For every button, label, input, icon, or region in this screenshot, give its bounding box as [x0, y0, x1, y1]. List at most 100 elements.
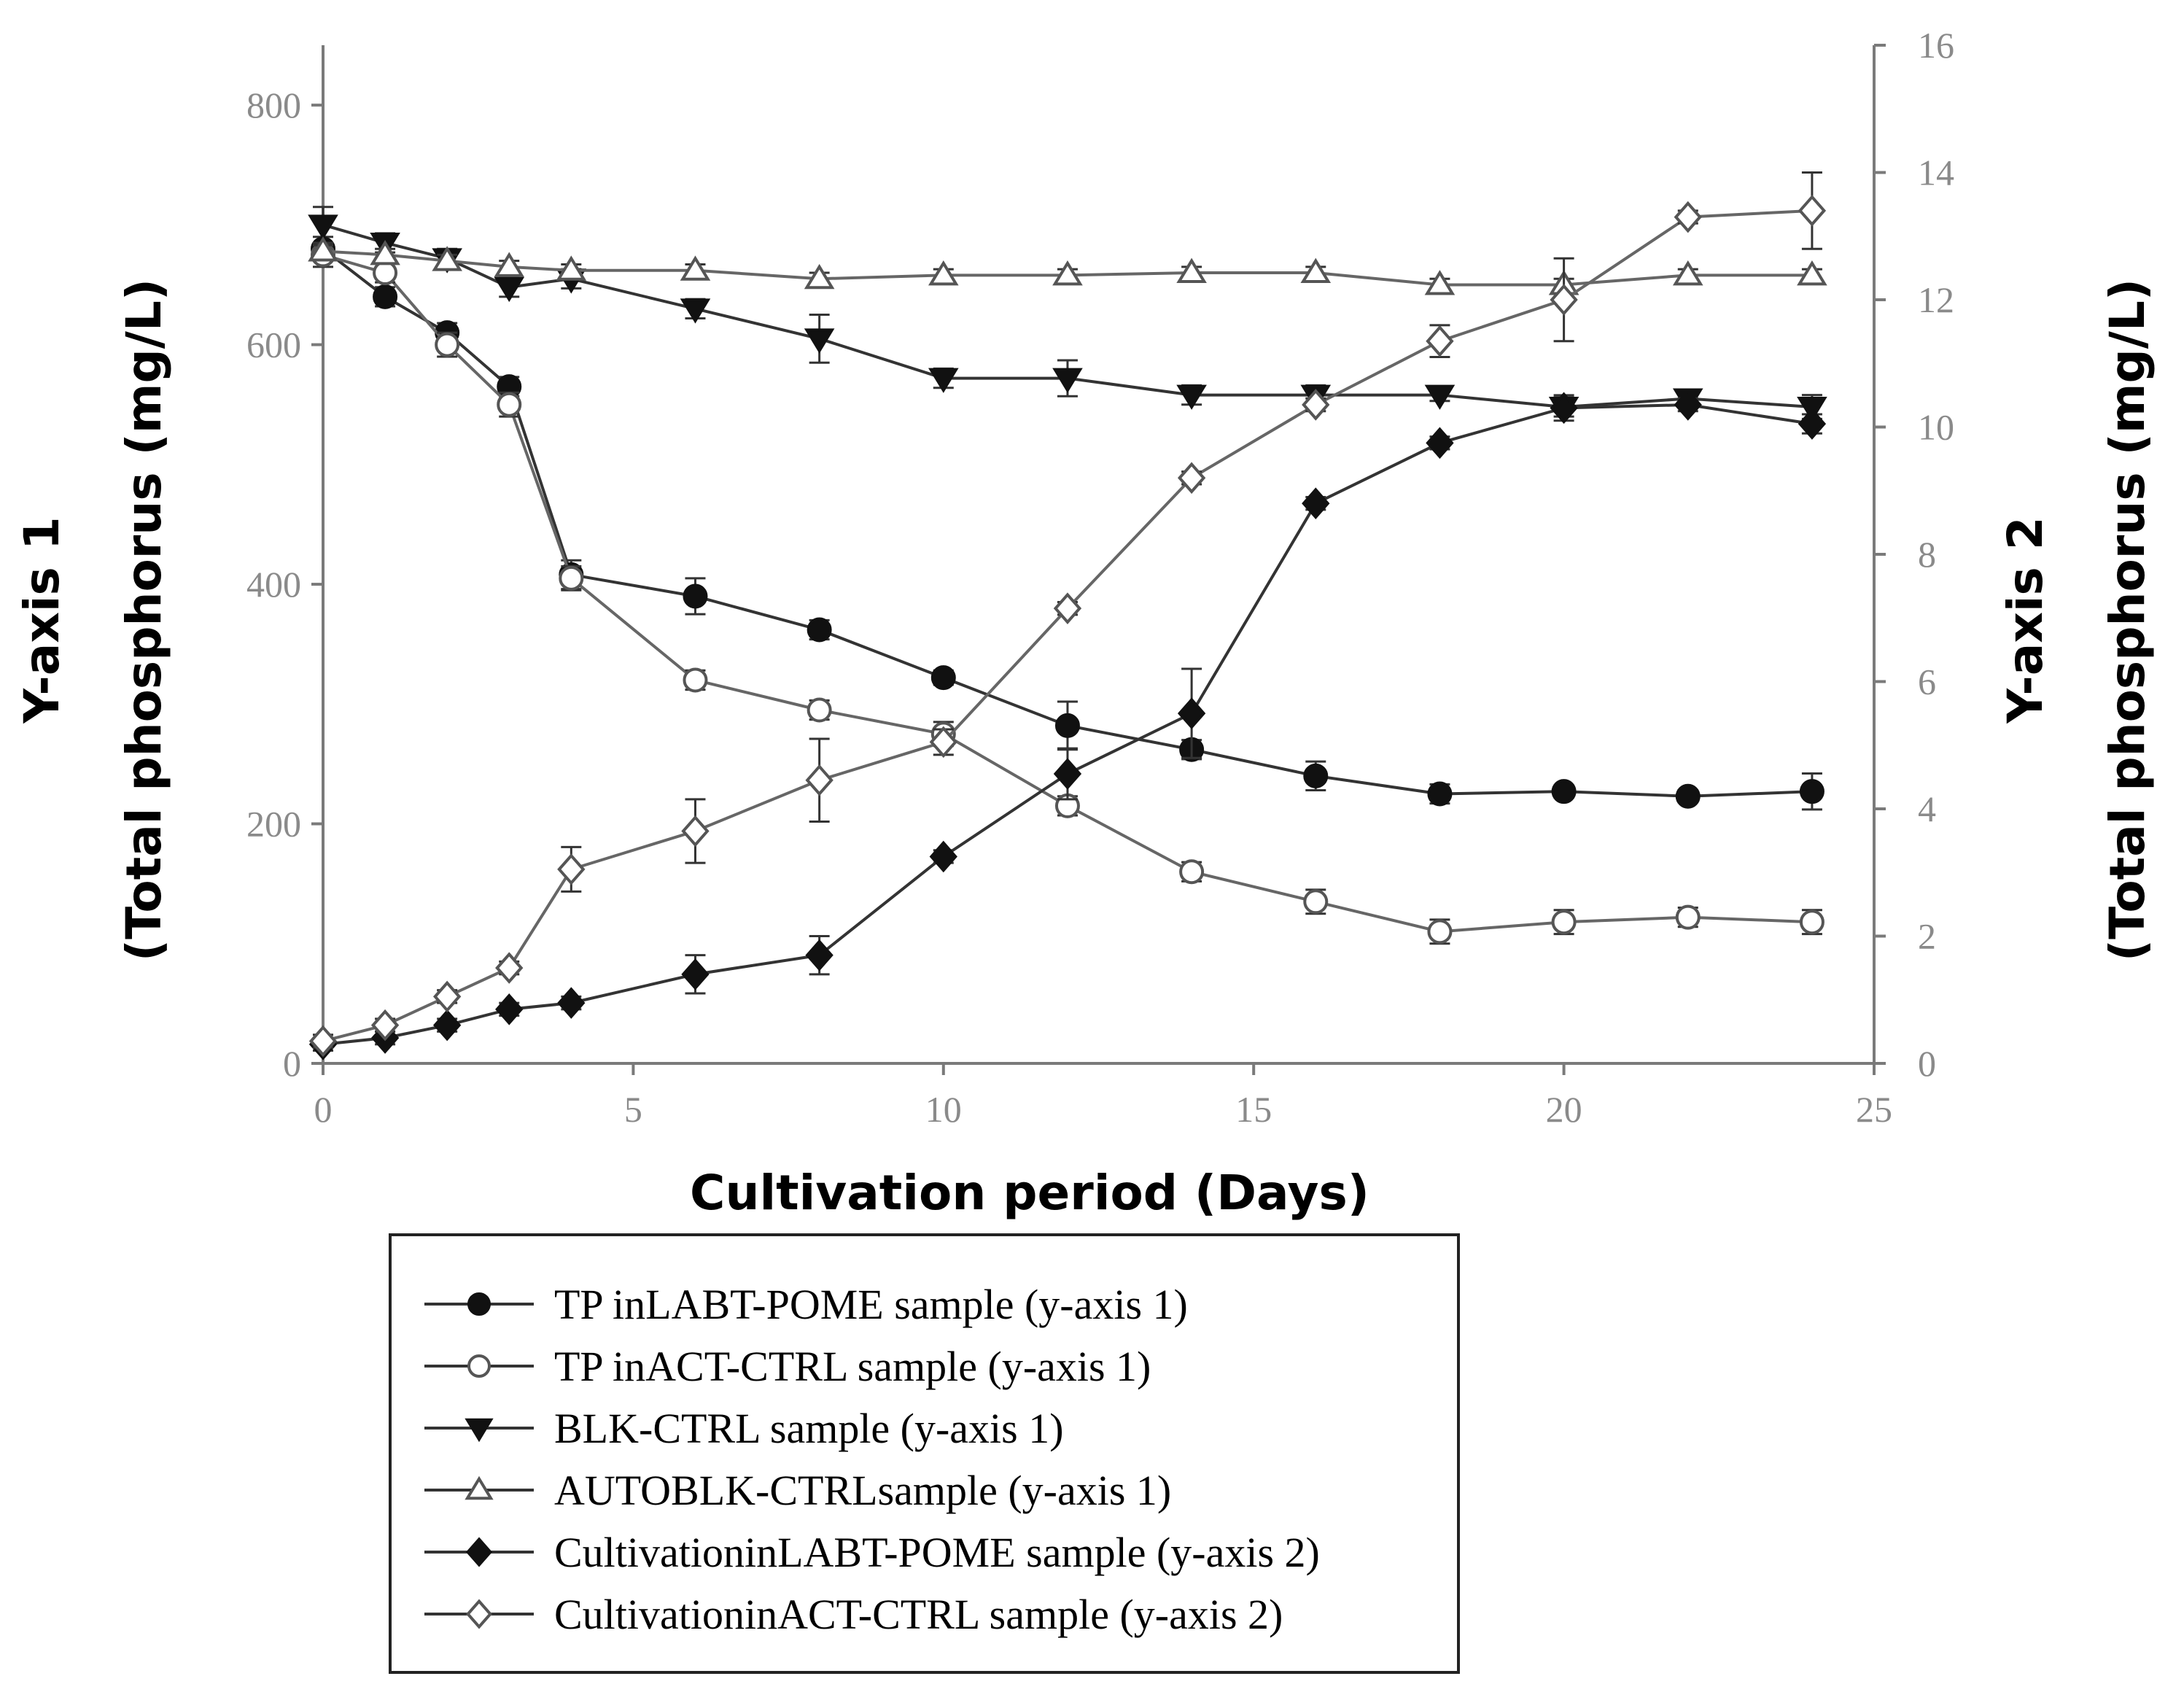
legend-item-2: TP inACT-CTRL sample (y-axis 1) [424, 1343, 1151, 1390]
y2-tick-label: 16 [1918, 25, 1954, 66]
x-tick-label: 5 [624, 1089, 642, 1130]
data-point [1176, 384, 1207, 410]
legend-label: TP inACT-CTRL sample (y-axis 1) [554, 1343, 1151, 1390]
data-point [1798, 195, 1827, 227]
legend-label: CultivationinLABT-POME sample (y-axis 2) [554, 1529, 1320, 1576]
data-point [807, 697, 832, 723]
data-point [928, 260, 959, 286]
data-point [928, 368, 959, 393]
data-point [494, 276, 525, 303]
y2-tick-label: 10 [1918, 407, 1954, 448]
data-point [1053, 758, 1082, 790]
data-point [681, 958, 710, 990]
data-point [370, 240, 400, 265]
legend-marker [465, 1418, 494, 1443]
data-point [1054, 713, 1080, 738]
data-point [1550, 392, 1578, 424]
data-point [1179, 859, 1205, 885]
data-point [435, 332, 460, 357]
y1-tick-label: 400 [246, 564, 301, 605]
data-point [559, 565, 584, 591]
data-point [1427, 919, 1453, 945]
y2-title-line2: (Total phosphorus (mg/L) [2099, 279, 2156, 961]
data-point [1551, 909, 1577, 935]
data-point [432, 980, 462, 1013]
y1-axis-title: Y-axis 1 (Total phosphorus (mg/L) [14, 279, 172, 961]
data-point [1674, 389, 1702, 421]
data-point [1675, 783, 1701, 809]
series-line [322, 209, 1813, 1043]
series-3 [308, 206, 1827, 422]
legend: TP inLABT-POME sample (y-axis 1) TP inACT… [389, 1233, 1460, 1674]
data-point [1052, 368, 1083, 393]
data-point [1799, 909, 1824, 935]
data-point [1303, 763, 1329, 788]
series-6 [308, 171, 1827, 1058]
data-point [1424, 384, 1456, 410]
legend-marker [467, 1292, 491, 1316]
data-point [805, 764, 833, 796]
legend-item-1: TP inLABT-POME sample (y-axis 1) [424, 1281, 1188, 1328]
y2-tick-label: 14 [1918, 152, 1954, 193]
x-tick-label: 25 [1856, 1089, 1892, 1130]
x-tick-label: 15 [1235, 1089, 1272, 1130]
data-point [373, 260, 398, 286]
data-point [1424, 270, 1456, 295]
data-point [1052, 260, 1083, 286]
legend-label: BLK-CTRL sample (y-axis 1) [554, 1405, 1064, 1452]
data-point [1176, 257, 1207, 284]
data-point [804, 328, 835, 354]
y2-tick-label: 6 [1918, 662, 1936, 702]
data-point [1300, 257, 1332, 284]
legend-items: TP inLABT-POME sample (y-axis 1) TP inACT… [424, 1281, 1320, 1638]
data-point [1177, 697, 1206, 729]
data-point [557, 987, 586, 1019]
plot-layer: 0 5 10 15 20 25 0 200 400 600 800 0 2 4 6 8 10 12 14 16 [246, 25, 1954, 1130]
data-point [930, 665, 956, 691]
y2-tick-label: 4 [1918, 788, 1936, 829]
legend-label: AUTOBLK-CTRLsample (y-axis 1) [554, 1467, 1171, 1514]
data-point [556, 255, 587, 281]
data-point [807, 617, 832, 643]
data-point [557, 853, 586, 885]
data-point [805, 939, 833, 971]
legend-marker [465, 1537, 493, 1567]
data-point [432, 246, 462, 271]
data-point [680, 298, 711, 324]
data-point [1799, 779, 1824, 804]
legend-item-6: CultivationinACT-CTRL sample (y-axis 2) [424, 1591, 1283, 1638]
data-point [370, 1009, 400, 1042]
x-axis-title: Cultivation period (Days) [690, 1165, 1369, 1221]
data-point [1674, 201, 1702, 233]
x-tick-label: 10 [925, 1089, 962, 1130]
data-point [308, 214, 338, 240]
data-point [494, 252, 525, 277]
data-point [1675, 904, 1701, 930]
data-point [1426, 427, 1454, 459]
x-tick-label: 20 [1546, 1089, 1582, 1130]
data-point [495, 952, 524, 984]
data-point [308, 236, 338, 262]
series-2 [311, 241, 1824, 945]
data-point [1303, 889, 1329, 915]
data-point [681, 815, 710, 848]
data-point [804, 263, 835, 290]
y2-axis-title: Y-axis 2 (Total phosphorus (mg/L) [1997, 279, 2156, 961]
data-point [1053, 592, 1082, 624]
series-4 [308, 236, 1827, 295]
data-point [1177, 462, 1206, 494]
data-point [1797, 260, 1827, 286]
y1-tick-label: 800 [246, 85, 301, 125]
data-point [1798, 408, 1827, 440]
data-point [1672, 260, 1703, 286]
data-point [495, 993, 524, 1025]
series-1 [311, 236, 1824, 811]
x-tick-label: 0 [314, 1089, 333, 1130]
legend-item-5: CultivationinLABT-POME sample (y-axis 2) [424, 1529, 1320, 1576]
data-point [308, 1025, 338, 1058]
y1-title-line1: Y-axis 1 [14, 516, 70, 724]
data-point [680, 255, 711, 281]
legend-label: TP inLABT-POME sample (y-axis 1) [554, 1281, 1188, 1328]
data-point [1427, 781, 1453, 807]
